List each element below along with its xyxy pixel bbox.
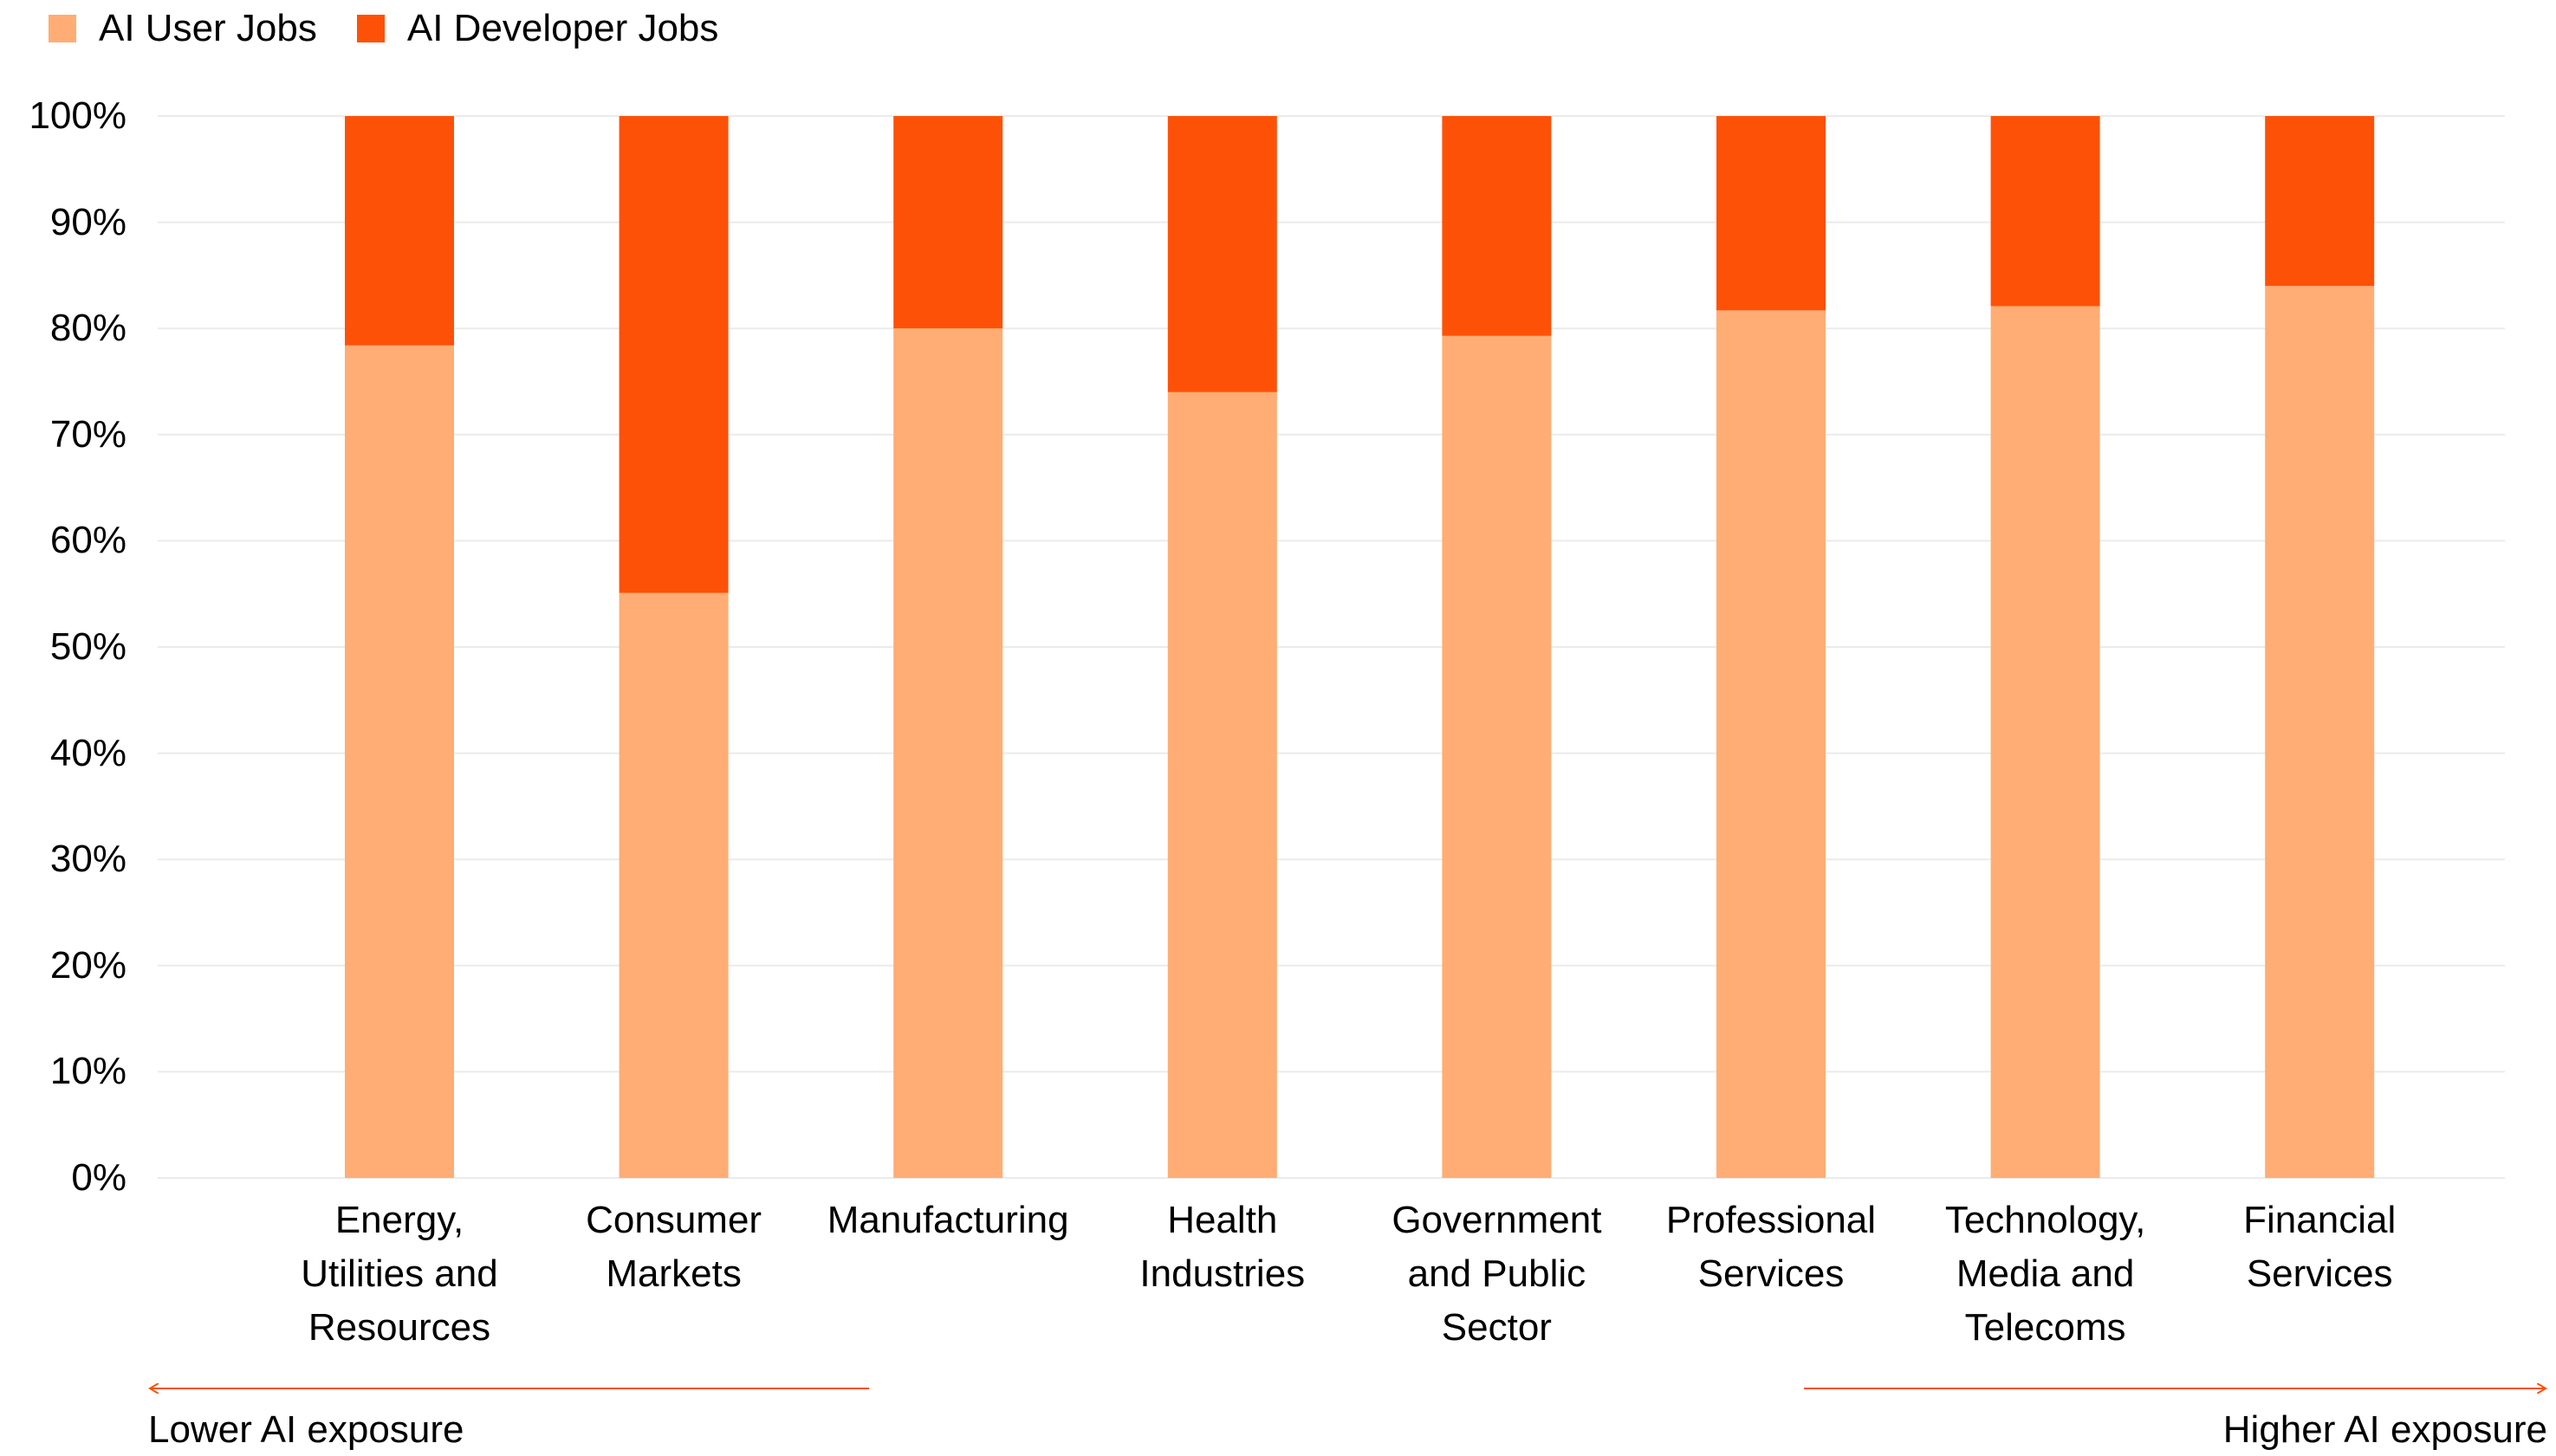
y-tick-label: 60%: [49, 519, 127, 562]
bar-segment: [345, 345, 454, 1178]
x-tick-label: Manufacturing: [827, 1199, 1069, 1241]
y-tick-label: 80%: [49, 307, 127, 350]
legend-label: AI User Jobs: [99, 7, 317, 49]
y-tick-label: 90%: [49, 200, 127, 243]
y-tick-label: 20%: [49, 943, 127, 987]
annotation: Higher AI exposure: [2222, 1408, 2547, 1451]
bar-segment: [619, 116, 729, 593]
bar-segment: [893, 328, 1003, 1178]
x-tick-label: Professional Services: [1665, 1199, 1877, 1295]
bar-segment: [893, 116, 1003, 329]
bar-segment: [2265, 116, 2375, 287]
legend-item: AI Developer Jobs: [356, 7, 719, 50]
x-tick-label: Technology, Media and Telecoms: [1944, 1199, 2146, 1349]
legend-swatch: [49, 15, 76, 42]
legend: AI User Jobs AI Developer Jobs: [49, 7, 758, 50]
y-tick-label: 100%: [29, 94, 127, 137]
bar-segment: [619, 592, 729, 1178]
bar-segment: [1442, 116, 1552, 336]
x-tick-label: Energy, Utilities and Resources: [301, 1199, 498, 1349]
y-tick-label: 10%: [49, 1050, 127, 1093]
y-tick-label: 70%: [49, 412, 127, 456]
x-tick-label: Financial Services: [2243, 1199, 2397, 1295]
bar-segment: [345, 116, 454, 346]
y-tick-label: 0%: [71, 1156, 127, 1199]
x-tick-label: Health Industries: [1139, 1199, 1306, 1295]
bar-segment: [1990, 116, 2100, 307]
y-tick-label: 30%: [49, 838, 127, 881]
x-tick-label: Government and Public Sector: [1392, 1199, 1602, 1349]
legend-item: AI User Jobs: [49, 7, 317, 50]
y-tick-label: 40%: [49, 731, 127, 774]
bar-segment: [1442, 335, 1552, 1179]
legend-label: AI Developer Jobs: [406, 7, 719, 49]
bar-segment: [2265, 286, 2375, 1178]
bar-segment: [1167, 392, 1277, 1178]
legend-swatch: [356, 15, 385, 42]
bar-segment: [1716, 116, 1826, 311]
x-tick-label: Consumer Markets: [586, 1199, 762, 1295]
bar-segment: [1990, 306, 2100, 1179]
bar-segment: [1167, 116, 1277, 392]
bar-segment: [1716, 310, 1826, 1178]
annotation: Lower AI exposure: [148, 1408, 464, 1451]
y-tick-label: 50%: [49, 625, 127, 668]
